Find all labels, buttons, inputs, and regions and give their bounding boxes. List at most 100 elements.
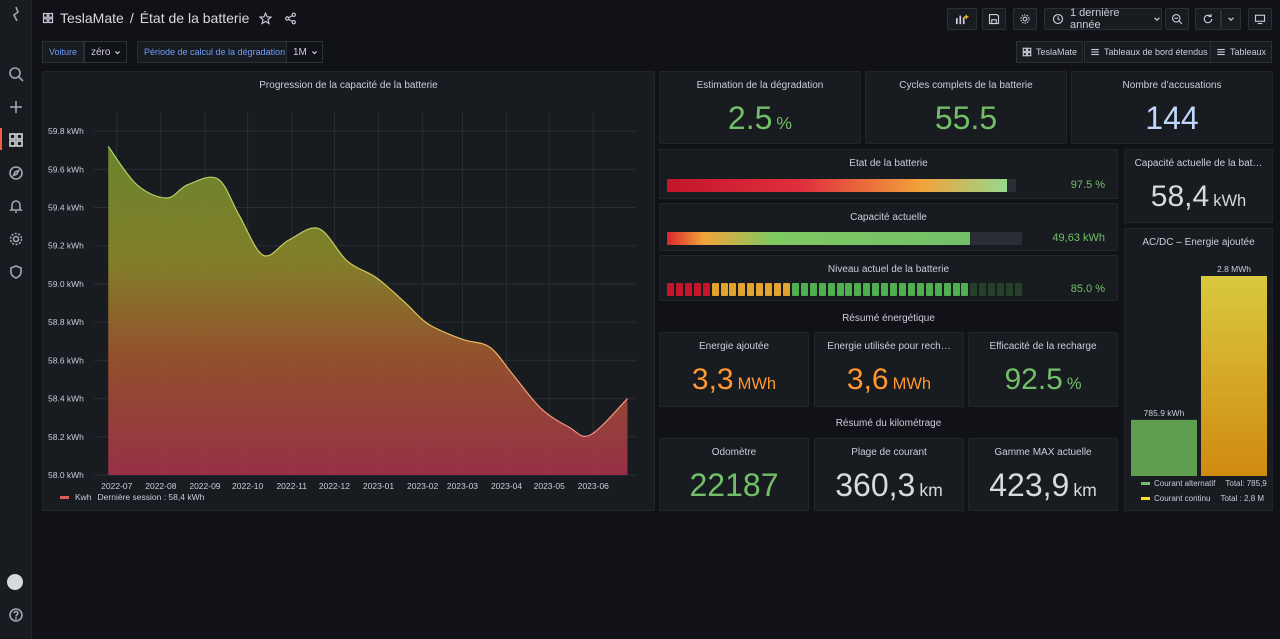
battery-level-led xyxy=(827,283,835,296)
dc-bar xyxy=(1201,276,1267,476)
odometer-value: 22187 xyxy=(689,467,779,503)
period-variable-label: Période de calcul de la dégradation xyxy=(137,41,293,63)
battery-level-led xyxy=(863,283,871,296)
save-icon xyxy=(988,13,1000,25)
ac-bar xyxy=(1131,419,1197,476)
shield-icon[interactable] xyxy=(6,262,26,282)
battery-level-led xyxy=(845,283,853,296)
star-icon[interactable] xyxy=(259,11,273,25)
energy-used-unit: MWh xyxy=(892,375,932,393)
battery-level-panel: Niveau actuel de la batterie 85.0 % xyxy=(659,255,1118,301)
period-variable-select[interactable]: 1M xyxy=(286,41,323,63)
current-capacity-gauge-value: 49,63 kWh xyxy=(1052,232,1105,244)
degradation-unit: % xyxy=(776,113,793,133)
refresh-interval-button[interactable] xyxy=(1221,8,1241,30)
y-tick-label: 58.2 kWh xyxy=(48,432,84,442)
avatar[interactable] xyxy=(7,574,23,590)
battery-level-led xyxy=(765,283,773,296)
time-range-label: 1 dernière année xyxy=(1070,7,1120,31)
battery-level-led xyxy=(943,283,951,296)
charges-title: Nombre d’accusations xyxy=(1122,80,1222,91)
ac-swatch xyxy=(1141,482,1150,485)
extended-dashboards-link[interactable]: Tableaux de bord étendus xyxy=(1084,41,1214,63)
gear-icon xyxy=(1019,13,1031,25)
current-capacity-unit: kWh xyxy=(1213,192,1247,210)
period-variable-value: 1M xyxy=(293,46,307,58)
x-tick-label: 2022-11 xyxy=(276,481,307,491)
battery-level-led xyxy=(916,283,924,296)
bell-icon[interactable] xyxy=(6,196,26,216)
grafana-logo-icon[interactable] xyxy=(6,4,26,24)
battery-level-led xyxy=(738,283,746,296)
dashboards-grid-icon xyxy=(1022,47,1032,57)
current-range-title: Plage de courant xyxy=(851,447,927,458)
odometer-panel: Odomètre 22187 xyxy=(659,438,809,511)
compass-icon[interactable] xyxy=(6,163,26,183)
capacity-chart-panel: Progression de la capacité de la batteri… xyxy=(42,71,655,511)
monitor-icon xyxy=(1254,13,1266,25)
dashboards-grid-icon xyxy=(42,12,54,24)
battery-level-led-bar xyxy=(667,283,1022,296)
battery-level-led xyxy=(809,283,817,296)
battery-level-led xyxy=(791,283,799,296)
tv-mode-button[interactable] xyxy=(1248,8,1272,30)
battery-level-led xyxy=(836,283,844,296)
search-icon[interactable] xyxy=(6,64,26,84)
acdc-legend-dc[interactable]: Courant continu Total : 2,8 M xyxy=(1141,494,1264,503)
acdc-legend-ac[interactable]: Courant alternatif Total: 785,9 xyxy=(1141,479,1267,488)
teslamate-link-label: TeslaMate xyxy=(1036,47,1078,57)
max-range-panel: Gamme MAX actuelle 423,9 km xyxy=(968,438,1118,511)
zoom-out-button[interactable] xyxy=(1165,8,1189,30)
add-panel-button[interactable] xyxy=(947,8,977,30)
battery-health-fill xyxy=(667,179,1008,192)
acdc-chart[interactable]: 785.9 kWh 2.8 MWh xyxy=(1125,229,1272,510)
battery-level-led xyxy=(890,283,898,296)
degradation-panel: Estimation de la dégradation 2.5% xyxy=(659,71,861,144)
chart-legend[interactable]: Kwh Dernière session : 58,4 kWh xyxy=(60,492,204,502)
x-tick-label: 2022-07 xyxy=(101,481,132,491)
y-tick-label: 58.0 kWh xyxy=(48,470,84,480)
refresh-button[interactable] xyxy=(1195,8,1221,30)
breadcrumb-folder[interactable]: TeslaMate xyxy=(60,10,124,26)
dashboards-link[interactable]: Tableaux xyxy=(1210,41,1273,63)
battery-level-led xyxy=(854,283,862,296)
time-range-picker[interactable]: 1 dernière année xyxy=(1044,7,1162,31)
breadcrumb-separator: / xyxy=(129,10,134,26)
x-tick-label: 2023-04 xyxy=(491,481,522,491)
clock-icon xyxy=(1052,13,1064,25)
settings-button[interactable] xyxy=(1013,8,1037,30)
cycles-panel: Cycles complets de la batterie 55.5 xyxy=(865,71,1067,144)
help-icon[interactable] xyxy=(6,605,26,625)
cycles-title: Cycles complets de la batterie xyxy=(899,80,1033,91)
battery-level-led xyxy=(934,283,942,296)
gear-icon[interactable] xyxy=(6,229,26,249)
save-button[interactable] xyxy=(982,8,1006,30)
capacity-chart[interactable]: 59.8 kWh 59.6 kWh 59.4 kWh 59.2 kWh 59.0 kWh… xyxy=(43,72,654,510)
y-tick-label: 58.4 kWh xyxy=(48,394,84,404)
current-capacity-fill xyxy=(667,232,970,245)
y-tick-label: 58.8 kWh xyxy=(48,317,84,327)
top-bar: TeslaMate / État de la batterie 1 derniè… xyxy=(32,0,1280,38)
ac-legend-label: Courant alternatif xyxy=(1154,479,1216,488)
battery-level-led xyxy=(979,283,987,296)
degradation-title: Estimation de la dégradation xyxy=(696,80,824,91)
current-capacity-stat-title: Capacité actuelle de la bat… xyxy=(1134,158,1263,169)
share-icon[interactable] xyxy=(284,12,297,25)
battery-level-led xyxy=(881,283,889,296)
legend-color-swatch xyxy=(60,495,69,499)
plus-icon[interactable] xyxy=(6,97,26,117)
dc-swatch xyxy=(1141,497,1150,500)
car-variable-select[interactable]: zéro xyxy=(84,41,127,63)
y-tick-label: 59.6 kWh xyxy=(48,164,84,174)
teslamate-link[interactable]: TeslaMate xyxy=(1016,41,1084,63)
dashboards-icon[interactable] xyxy=(6,130,26,150)
degradation-value: 2.5% xyxy=(660,100,860,137)
current-range-panel: Plage de courant 360,3 km xyxy=(814,438,964,511)
battery-level-led xyxy=(684,283,692,296)
current-capacity-number: 58,4 xyxy=(1150,180,1210,213)
car-variable-label: Voiture xyxy=(42,41,85,63)
list-icon xyxy=(1090,47,1100,57)
charging-efficiency-number: 92.5 xyxy=(1004,363,1063,396)
legend-detail: Dernière session : 58,4 kWh xyxy=(97,492,205,502)
battery-level-led xyxy=(1014,283,1022,296)
